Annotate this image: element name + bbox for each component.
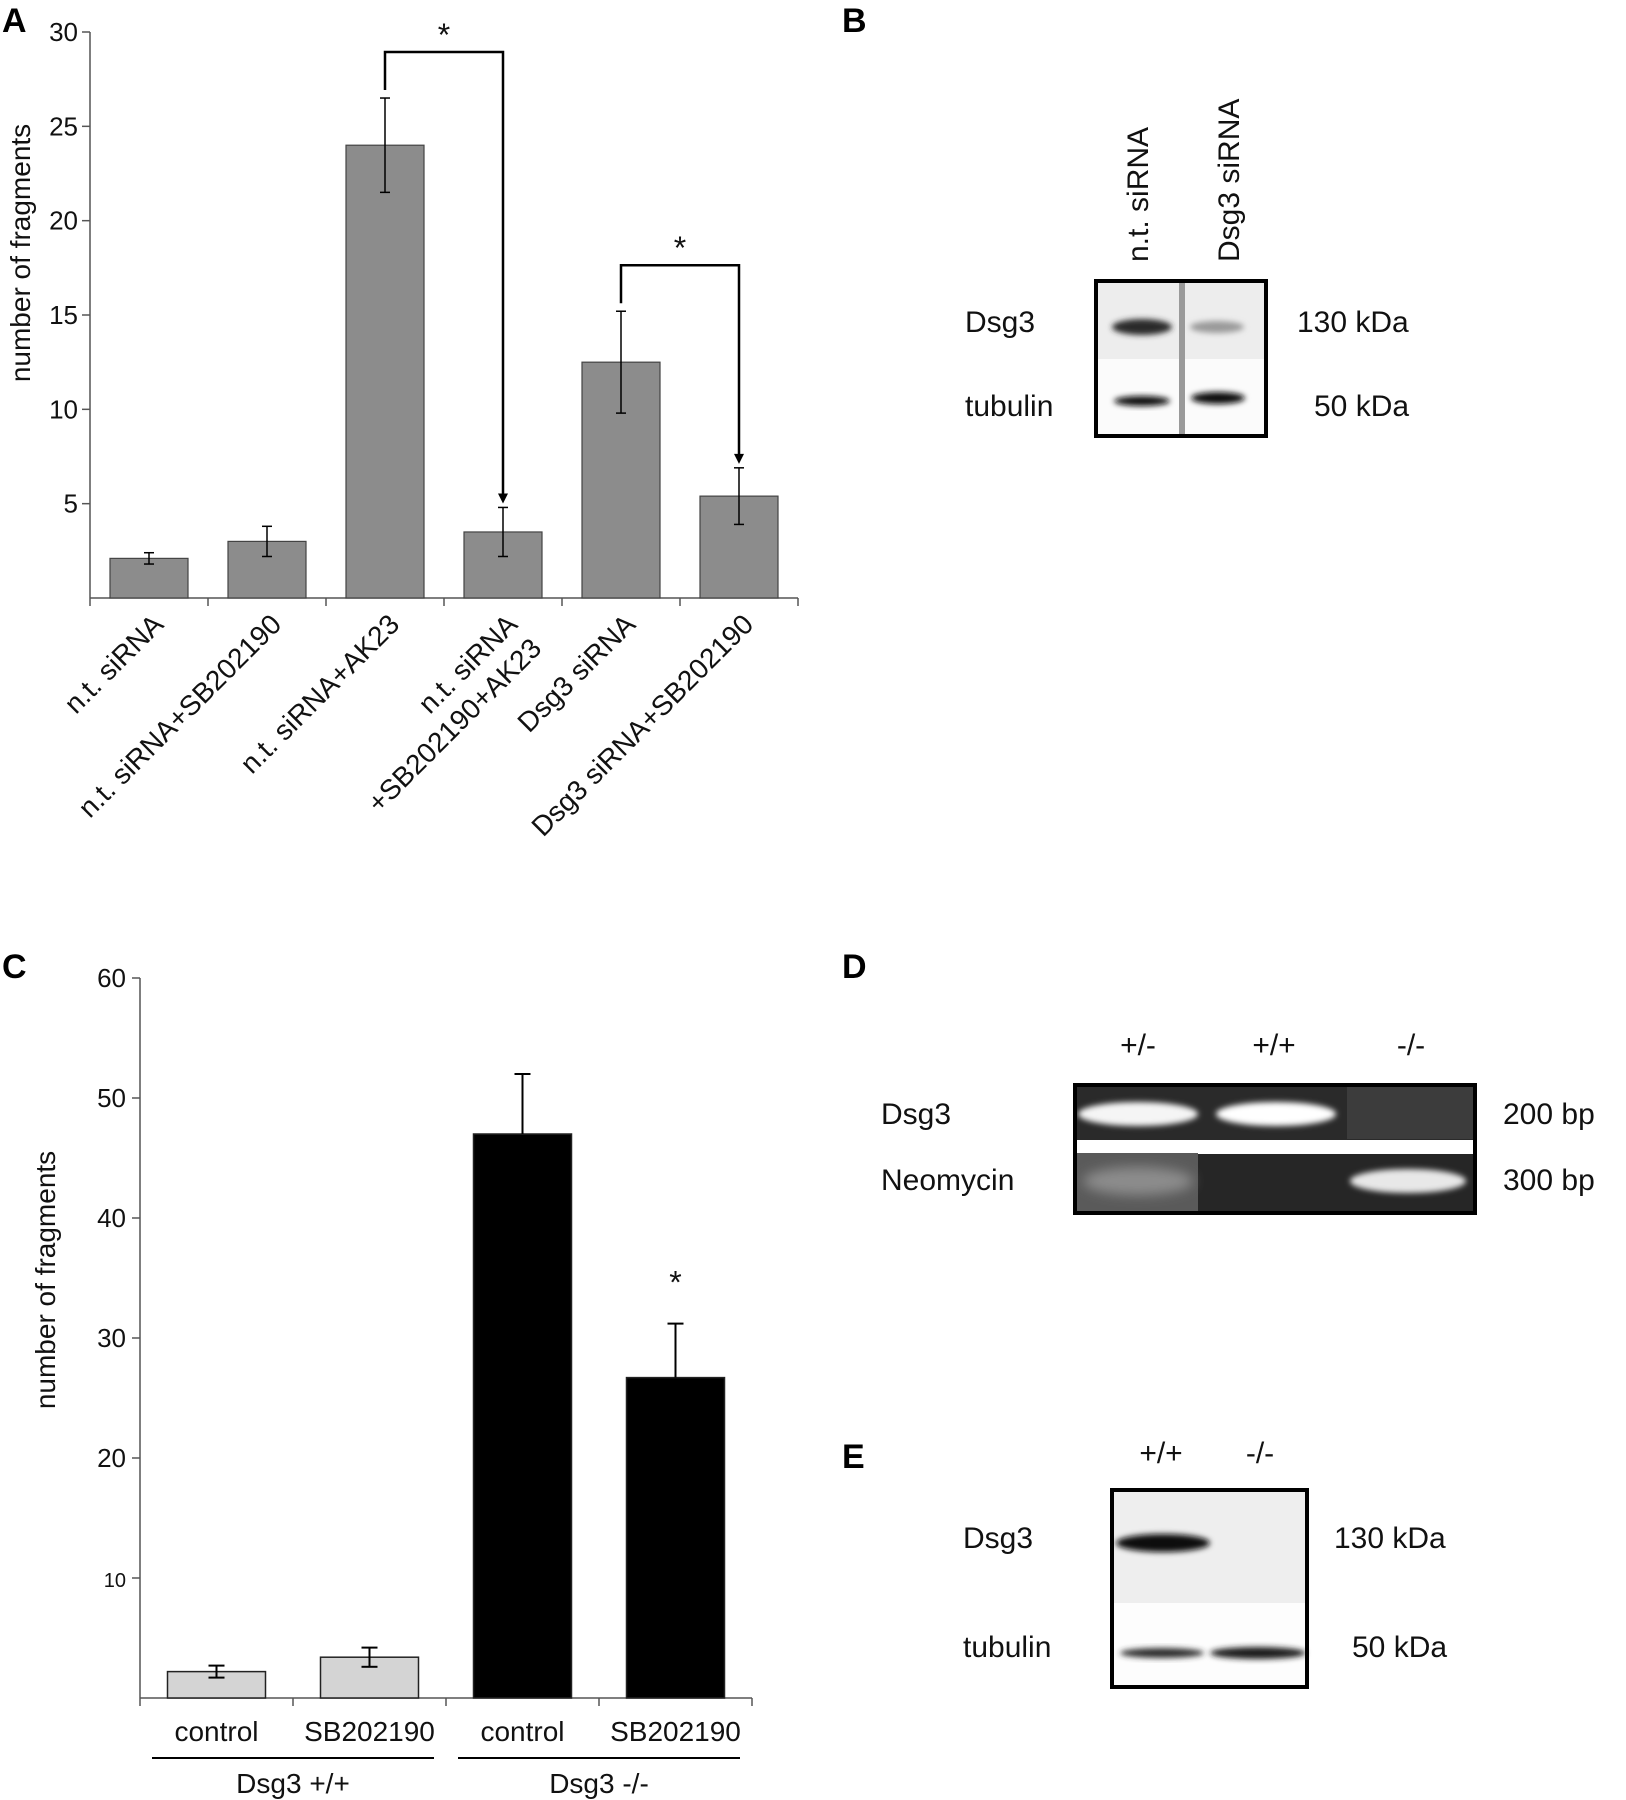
blot-frame [1110,1488,1309,1689]
panel-c-plot-area: 10 20 30 40 50 60 control SB202190 control SB2021… [97,963,753,1799]
panel-c-y-tick-label: 20 [97,1443,126,1473]
panel-c-y-tick-label: 30 [97,1323,126,1353]
panel-e-row-label: Dsg3 [963,1522,1033,1555]
significance-bracket [383,50,505,498]
panel-d-size-label: 300 bp [1503,1164,1595,1197]
x-category-label: SB202190 [610,1716,741,1747]
blot-band [1112,319,1172,335]
panel-e-lane-label: +/+ [1139,1437,1182,1470]
x-category-label: n.t. siRNA [58,608,169,719]
panel-e: E +/+ -/- Dsg3 tubulin 130 kDa 50 kDa [842,1437,1447,1689]
panel-d-lane-label: -/- [1397,1029,1425,1062]
blot-frame [1094,279,1268,438]
panel-d-size-label: 200 bp [1503,1098,1595,1131]
bar [345,144,425,599]
gel-lane-haze [1347,1087,1473,1139]
x-category-label: SB202190 [304,1716,435,1747]
panel-a-y-tick-label: 25 [49,111,78,141]
gel-band [1350,1169,1466,1193]
bar [625,1376,726,1699]
panel-a-y-tick-label: 15 [49,300,78,330]
panel-a-y-axis-title: number of fragments [5,124,36,382]
blot-band [1210,1647,1306,1659]
panel-b-lane-label: n.t. siRNA [1122,127,1155,262]
x-category-label: Dsg3 siRNA+SB202190 [525,608,759,842]
panel-a: A number of fragments 5 10 15 20 25 30 n.t. si… [2,2,799,842]
bar [472,1133,573,1699]
significance-arrowhead [498,493,508,504]
gel-band [1078,1102,1198,1126]
x-category-label: control [174,1716,258,1747]
significance-marker: * [438,17,450,53]
panel-b-row-label: Dsg3 [965,306,1035,339]
panel-d-lane-label: +/+ [1252,1029,1295,1062]
x-category-label-line: n.t. siRNA+SB202190 [72,608,287,823]
panel-e-size-label: 130 kDa [1334,1522,1446,1555]
significance-marker: * [669,1265,681,1301]
x-category-label: n.t. siRNA+SB202190 [72,608,287,823]
panel-e-lane-label: -/- [1246,1437,1274,1470]
panel-d-row-label: Dsg3 [881,1098,951,1131]
panel-c-y-tick-label: 50 [97,1083,126,1113]
gel-band [1216,1102,1336,1126]
panel-d: D +/- +/+ -/- Dsg3 Neomycin 200 bp 300 b… [842,948,1595,1215]
blot-band [1120,1648,1204,1658]
panel-e-row-label: tubulin [963,1631,1051,1664]
significance-bracket [619,263,741,458]
panel-a-y-tick-label: 10 [49,394,78,424]
panel-c-y-tick-label: 60 [97,963,126,993]
panel-d-pcr-gel [1073,1083,1477,1215]
x-category-label: control [480,1716,564,1747]
blot-band [1191,392,1245,404]
x-category-label-line: Dsg3 siRNA [511,608,641,738]
panel-c-y-tick-label: 10 [104,1570,126,1592]
group-label: Dsg3 -/- [549,1768,649,1799]
panel-b: B n.t. siRNA Dsg3 siRNA Dsg3 tubulin 130… [842,2,1409,438]
x-category-label-line: Dsg3 siRNA+SB202190 [525,608,759,842]
blot-band [1116,1534,1210,1552]
gel-frame [1073,1083,1477,1215]
blot-band [1190,321,1244,333]
panel-a-y-tick-label: 30 [49,17,78,47]
panel-a-y-tick-label: 20 [49,206,78,236]
panel-c-letter: C [2,948,27,986]
panel-a-letter: A [2,2,27,40]
panel-b-size-label: 50 kDa [1314,390,1409,423]
panel-b-lane-label: Dsg3 siRNA [1213,99,1246,262]
gel-separator [1075,1140,1475,1154]
x-category-label-line: n.t. siRNA [58,608,169,719]
panel-e-western-blot [1110,1488,1309,1689]
panel-e-letter: E [842,1438,865,1476]
x-category-label: Dsg3 siRNA [511,608,641,738]
panel-b-letter: B [842,2,867,40]
panel-a-y-tick-label: 5 [64,489,78,519]
panel-c: C number of fragments 10 20 30 40 50 60 contro… [2,948,753,1799]
panel-b-size-label: 130 kDa [1297,306,1409,339]
significance-marker: * [674,230,686,266]
panel-d-lane-label: +/- [1120,1029,1156,1062]
panel-b-western-blot [1094,279,1268,438]
panel-b-row-label: tubulin [965,390,1053,423]
gel-band [1083,1167,1193,1195]
panel-d-row-label: Neomycin [881,1164,1014,1197]
panel-c-y-axis-title: number of fragments [30,1151,61,1409]
bar [109,557,189,599]
panel-c-y-tick-label: 40 [97,1203,126,1233]
significance-arrowhead [734,453,744,464]
panel-e-size-label: 50 kDa [1352,1631,1447,1664]
group-label: Dsg3 +/+ [236,1768,350,1799]
blot-band [1114,396,1170,406]
panel-d-letter: D [842,948,867,986]
